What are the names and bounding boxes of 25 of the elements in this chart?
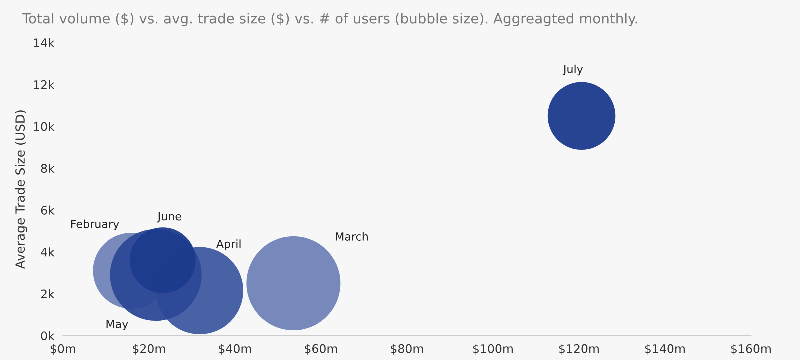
x-tick-label: $0m [50,344,76,355]
y-tick-label: 2k [41,290,55,298]
y-tick-label: 4k [41,248,55,257]
y-tick-label: 6k [41,206,55,215]
chart-title: Total volume ($) vs. avg. trade size ($) vs. # of users (bubble size). Aggreagted monthly. [22,13,638,27]
y-axis-title: Average Trade Size (USD) [15,110,28,270]
x-tick-label: $40m [219,344,252,355]
annotation: May [106,320,128,331]
annotation: June [157,212,182,223]
y-tick-label: 8k [41,164,55,174]
y-tick-label: 14k [34,38,55,48]
x-tick-label: $20m [133,344,166,355]
x-tick-label: $160m [731,344,771,355]
y-tick-label: 12k [34,80,55,90]
y-tick-label: 10k [34,122,55,132]
annotation: February [72,220,120,231]
x-tick-label: $140m [645,344,685,355]
annotation: March [336,232,368,241]
x-tick-label: $80m [391,344,424,355]
x-tick-label: $100m [473,344,513,355]
annotation: July [562,64,584,76]
annotation: April [216,240,241,250]
x-tick-label: $60m [305,344,338,355]
x-tick-label: $120m [559,344,599,355]
y-tick-label: 0k [41,331,55,341]
